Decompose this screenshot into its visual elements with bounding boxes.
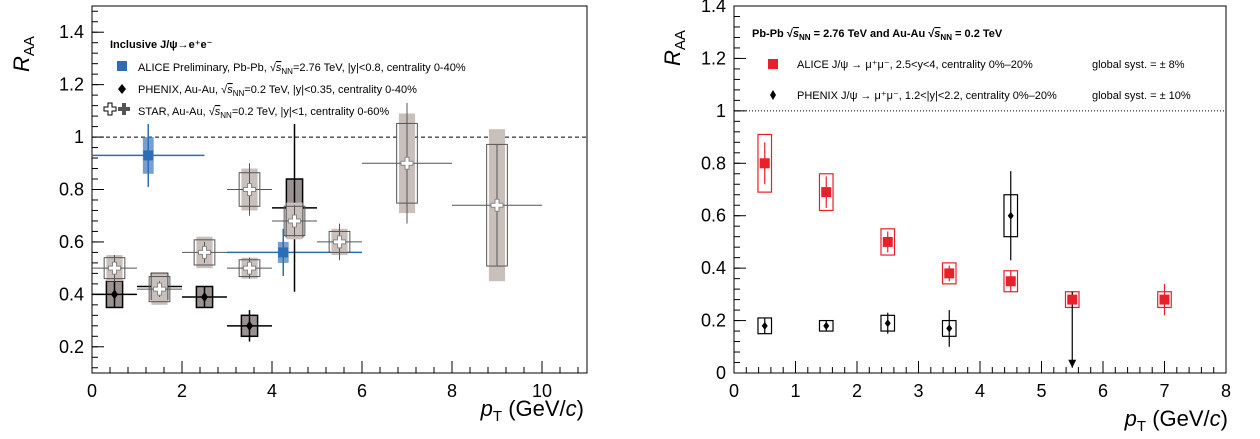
alice-syst-box	[818, 173, 834, 212]
left-legend: Inclusive J/ψ→e⁺e⁻ ALICE Preliminary, Pb…	[103, 39, 466, 120]
y-tick-label: 0.6	[59, 232, 84, 252]
alice-marker	[1159, 294, 1170, 305]
left-xlabel: pT (GeV/c)	[480, 396, 584, 425]
x-tick-label: 8	[1221, 381, 1231, 401]
right-plot-frame	[733, 5, 1227, 374]
phenix-marker	[823, 321, 830, 330]
alice-marker	[882, 236, 893, 247]
left-panel: 0 2 4 6 8 10 0.2 0.4 0.6 0.8 1 1.2 1.4 RAA pT (GeV/c…	[9, 5, 588, 425]
star-marker	[108, 261, 121, 275]
legend-phenix-label: PHENIX, Au-Au, √sNN=0.2 TeV, |y|<0.35, c…	[138, 84, 417, 98]
x-tick-label: 7	[1159, 381, 1169, 401]
alice-syst-box	[757, 133, 773, 193]
legend-alice-marker	[768, 59, 778, 69]
right-xlabel: pT (GeV/c)	[1124, 406, 1228, 435]
legend-alice-label: ALICE J/ψ → μ⁺μ⁻, 2.5<y<4, centrality 0%…	[797, 59, 1033, 71]
phenix-marker	[111, 289, 118, 300]
left-legend-title: Inclusive J/ψ→e⁺e⁻	[110, 39, 213, 51]
star-marker	[198, 245, 211, 259]
right-panel: 0 1 2 3 4 5 6 7 8 0 0.2 0.4 0.6 0.8 1 1.2 1.4 RAA pT (Ge…	[660, 0, 1231, 435]
x-tick-label: 4	[267, 381, 277, 401]
legend-phenix-marker	[118, 84, 126, 94]
star-marker	[490, 198, 504, 212]
legend-phenix-label: PHENIX J/ψ → μ⁺μ⁻, 1.2<|y|<2.2, centrali…	[797, 90, 1057, 102]
y-tick-label: 0.8	[59, 180, 84, 200]
star-marker	[400, 156, 414, 170]
alice-syst-box	[880, 228, 896, 256]
star-marker	[243, 261, 256, 275]
left-ylabel: RAA	[9, 36, 38, 72]
y-tick-label: 1.4	[701, 0, 726, 16]
phenix-marker	[201, 291, 208, 302]
legend-star-label: STAR, Au-Au, √sNN=0.2 TeV, |y|<1, centra…	[138, 106, 389, 120]
legend-alice-marker	[117, 61, 127, 71]
alice-marker	[1067, 294, 1078, 305]
star-marker	[153, 282, 166, 296]
star-marker	[243, 183, 256, 196]
x-tick-label: 0	[87, 381, 97, 401]
y-tick-label: 1	[716, 101, 726, 121]
x-tick-label: 3	[913, 381, 923, 401]
legend-star-filled-marker	[118, 103, 130, 115]
alice-marker	[143, 150, 154, 161]
y-tick-label: 1.2	[59, 75, 84, 95]
phenix-marker	[884, 319, 891, 328]
star-marker	[333, 235, 346, 249]
y-tick-label: 0.8	[701, 153, 726, 173]
x-tick-label: 10	[532, 381, 552, 401]
right-ylabel: RAA	[660, 30, 689, 66]
y-tick-label: 0.4	[701, 258, 726, 278]
phenix-marker	[1007, 211, 1014, 220]
y-tick-label: 1	[74, 127, 84, 147]
alice-marker	[821, 187, 832, 198]
phenix-marker	[761, 321, 768, 330]
y-tick-label: 1.4	[59, 22, 84, 42]
phenix-marker	[246, 320, 253, 331]
phenix-marker	[946, 324, 953, 333]
alice-marker	[278, 247, 289, 258]
y-tick-label: 0.2	[59, 337, 84, 357]
y-tick-label: 0	[716, 363, 726, 383]
alice-marker	[944, 268, 955, 279]
right-header: Pb-Pb √sNN = 2.76 TeV and Au-Au √sNN = 0…	[752, 28, 1003, 42]
alice-syst-box	[941, 262, 957, 285]
y-tick-label: 0.4	[59, 284, 84, 304]
alice-upper-limit-arrow	[1068, 359, 1077, 368]
alice-marker	[759, 158, 770, 169]
x-tick-label: 4	[975, 381, 985, 401]
x-tick-label: 6	[1098, 381, 1108, 401]
legend-phenix-global-syst: global syst. = ± 10%	[1092, 90, 1191, 102]
legend-alice-label: ALICE Preliminary, Pb-Pb, √sNN=2.76 TeV,…	[138, 62, 466, 76]
x-tick-label: 5	[1036, 381, 1046, 401]
right-legend: Pb-Pb √sNN = 2.76 TeV and Au-Au √sNN = 0…	[752, 28, 1191, 102]
x-tick-label: 8	[447, 381, 457, 401]
x-tick-label: 1	[790, 381, 800, 401]
alice-marker	[1005, 276, 1016, 287]
legend-star-open-marker	[103, 102, 117, 116]
x-tick-label: 2	[177, 381, 187, 401]
y-tick-label: 0.2	[701, 311, 726, 331]
y-tick-label: 0.6	[701, 206, 726, 226]
x-tick-label: 2	[852, 381, 862, 401]
legend-alice-global-syst: global syst. = ± 8%	[1092, 59, 1185, 71]
y-tick-label: 1.2	[701, 48, 726, 68]
legend-phenix-marker	[770, 90, 776, 100]
x-tick-label: 6	[357, 381, 367, 401]
star-marker	[288, 214, 301, 228]
x-tick-label: 0	[729, 381, 739, 401]
